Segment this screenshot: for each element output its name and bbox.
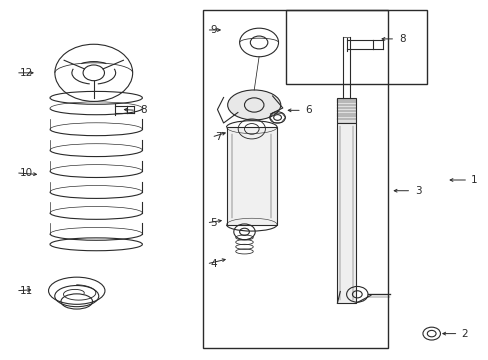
Text: 8: 8	[398, 34, 405, 44]
Bar	[226, 127, 277, 225]
Text: 7: 7	[215, 132, 222, 142]
Text: 1: 1	[469, 175, 476, 185]
Text: 10: 10	[20, 168, 33, 178]
Text: 3: 3	[414, 186, 421, 196]
Text: 11: 11	[20, 286, 33, 296]
Ellipse shape	[227, 90, 280, 120]
Bar	[336, 98, 356, 123]
Text: 2: 2	[460, 329, 467, 339]
Text: 12: 12	[20, 68, 33, 78]
Bar	[337, 123, 355, 303]
Bar	[285, 10, 426, 84]
Bar	[203, 10, 387, 348]
Text: 5: 5	[210, 218, 217, 228]
Text: 9: 9	[210, 25, 217, 35]
Text: 6: 6	[305, 105, 311, 115]
Text: 8: 8	[140, 105, 146, 115]
Text: 4: 4	[210, 259, 217, 269]
